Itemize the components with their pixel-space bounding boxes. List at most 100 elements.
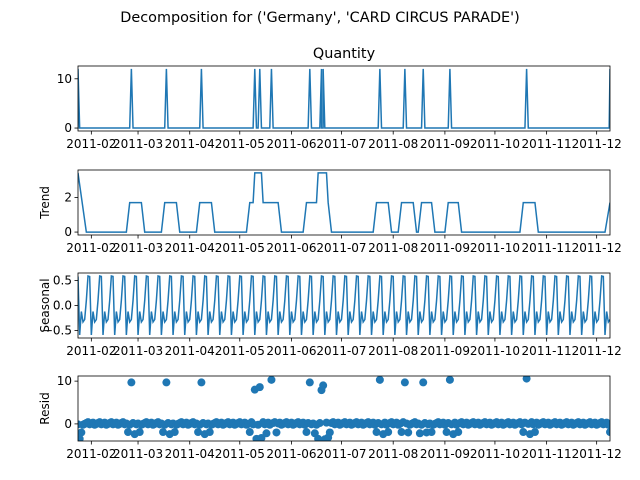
panel-title: Quantity	[313, 46, 376, 62]
x-tick-label: 2011-08	[368, 344, 418, 358]
y-tick-label: 0	[64, 121, 72, 135]
resid-point	[442, 428, 451, 437]
resid-point	[302, 428, 311, 437]
x-tick-label: 2011-10	[470, 137, 520, 151]
seasonal-series-line	[78, 275, 610, 336]
y-tick-label: 10	[57, 72, 72, 86]
y-tick-label: 0	[64, 417, 72, 431]
y-tick-label: 10	[57, 374, 72, 388]
plot-area	[78, 68, 610, 129]
x-tick-label: 2011-04	[165, 241, 215, 255]
resid-point	[427, 428, 436, 437]
resid-point	[454, 428, 463, 437]
resid-point	[245, 428, 254, 437]
axes-frame	[77, 65, 611, 132]
x-tick-label: 2011-06	[266, 137, 316, 151]
x-tick-label: 2011-12	[572, 241, 622, 255]
x-tick-label: 2011-09	[420, 241, 470, 255]
resid-point	[305, 378, 314, 387]
resid-point	[372, 428, 381, 437]
figure-suptitle: Decomposition for ('Germany', 'CARD CIRC…	[120, 10, 519, 26]
x-tick-label: 2011-03	[113, 241, 163, 255]
x-tick-label: 2011-12	[572, 447, 622, 461]
x-tick-label: 2011-02	[66, 344, 116, 358]
x-tick-label: 2011-05	[215, 137, 265, 151]
y-tick-label: 0	[64, 225, 72, 239]
x-tick-label: 2011-08	[368, 241, 418, 255]
x-tick-label: 2011-11	[522, 241, 572, 255]
axes-frame	[77, 169, 611, 236]
x-tick-label: 2011-04	[165, 137, 215, 151]
resid-point	[400, 378, 409, 387]
x-tick-label: 2011-02	[66, 241, 116, 255]
resid-point	[522, 376, 531, 383]
resid-point	[194, 428, 203, 437]
x-tick-label: 2011-08	[368, 137, 418, 151]
x-tick-label: 2011-12	[572, 137, 622, 151]
x-tick-label: 2011-02	[66, 137, 116, 151]
resid-point	[404, 428, 413, 437]
x-tick-label: 2011-10	[470, 344, 520, 358]
resid-point	[319, 381, 328, 390]
resid-point	[530, 428, 539, 437]
axes-frame	[77, 375, 611, 442]
resid-point	[606, 428, 610, 437]
resid-point	[262, 429, 271, 438]
resid-point	[170, 428, 179, 437]
quantity-series-line	[78, 68, 610, 129]
x-tick-label: 2011-07	[316, 137, 366, 151]
resid-point	[205, 428, 214, 437]
resid-point	[78, 428, 86, 437]
resid-point	[419, 378, 428, 387]
x-tick-label: 2011-03	[113, 344, 163, 358]
x-tick-label: 2011-08	[368, 447, 418, 461]
x-tick-label: 2011-06	[266, 241, 316, 255]
y-axis-label: Seasonal	[38, 278, 52, 332]
resid-point	[314, 434, 323, 441]
x-tick-label: 2011-05	[215, 447, 265, 461]
y-tick-label: 0.5	[53, 274, 72, 288]
y-tick-label: 0.0	[53, 299, 72, 313]
plot-area	[78, 172, 610, 233]
x-tick-label: 2011-06	[266, 447, 316, 461]
x-tick-label: 2011-11	[522, 137, 572, 151]
x-tick-label: 2011-09	[420, 137, 470, 151]
resid-point	[127, 378, 136, 387]
x-tick-label: 2011-04	[165, 344, 215, 358]
resid-point	[135, 428, 144, 437]
trend-series-line	[78, 172, 610, 233]
x-tick-label: 2011-10	[470, 241, 520, 255]
x-tick-label: 2011-05	[215, 241, 265, 255]
y-axis-label: Resid	[38, 392, 52, 424]
x-tick-label: 2011-05	[215, 344, 265, 358]
resid-point	[315, 419, 324, 428]
x-tick-label: 2011-11	[522, 344, 572, 358]
x-tick-label: 2011-07	[316, 447, 366, 461]
plot-area	[78, 376, 610, 441]
y-tick-label: 2	[64, 191, 72, 205]
x-tick-label: 2011-04	[165, 447, 215, 461]
resid-point	[397, 428, 406, 437]
x-tick-label: 2011-11	[522, 447, 572, 461]
x-tick-label: 2011-09	[420, 447, 470, 461]
resid-point	[445, 376, 454, 384]
resid-point	[415, 429, 424, 438]
resid-point	[384, 428, 393, 437]
x-tick-label: 2011-07	[316, 344, 366, 358]
resid-point	[375, 376, 384, 384]
resid-point	[272, 428, 281, 437]
x-tick-label: 2011-10	[470, 447, 520, 461]
resid-point	[255, 383, 264, 392]
resid-point	[519, 428, 528, 437]
resid-point	[159, 428, 168, 437]
resid-point	[124, 428, 133, 437]
x-tick-label: 2011-09	[420, 344, 470, 358]
resid-point	[162, 378, 171, 387]
y-axis-label: Trend	[38, 186, 52, 220]
resid-point	[325, 428, 334, 437]
